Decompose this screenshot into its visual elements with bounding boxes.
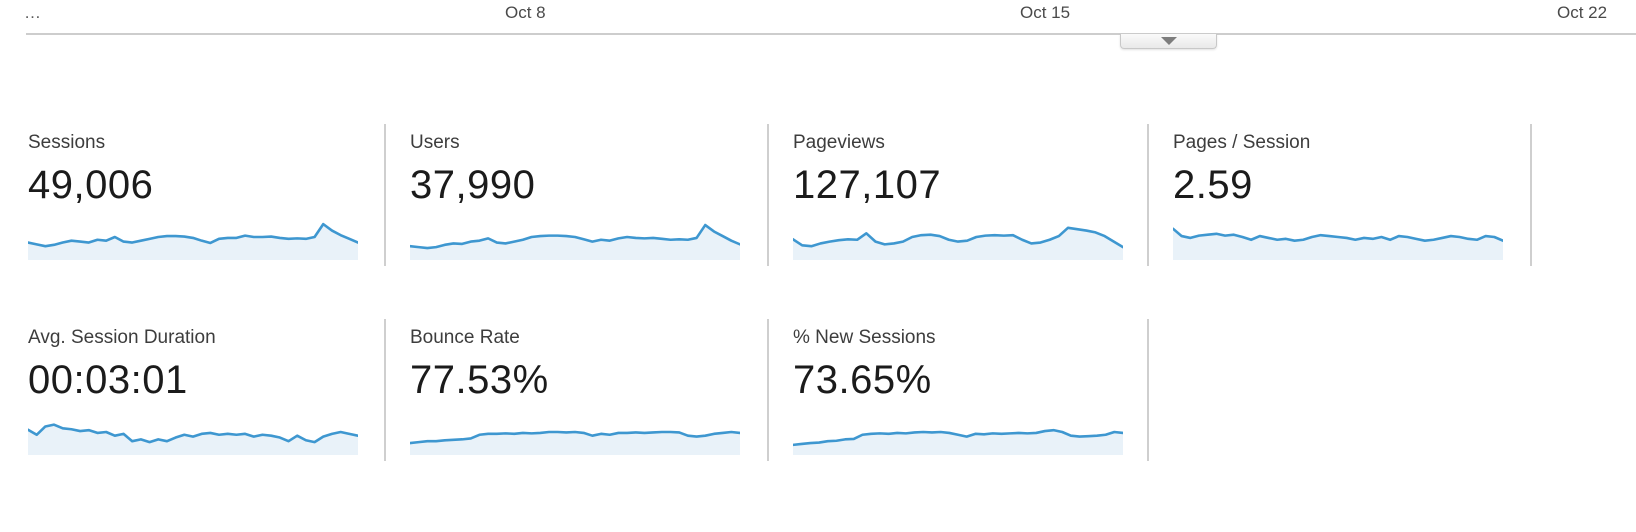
metric-value: 00:03:01 (28, 358, 188, 402)
metric-value: 37,990 (410, 163, 536, 207)
divider (384, 124, 386, 266)
divider (384, 319, 386, 461)
bounce-rate-sparkline (410, 409, 740, 455)
divider (1147, 124, 1149, 266)
sessions-sparkline (28, 214, 358, 260)
metric-value: 73.65% (793, 358, 932, 402)
percent-new-sessions-sparkline (793, 409, 1123, 455)
axis-label-oct-8: Oct 8 (505, 3, 546, 22)
metric-value: 2.59 (1173, 163, 1253, 207)
metric-label: Sessions (28, 132, 106, 153)
axis-label-oct-15: Oct 15 (1020, 3, 1071, 22)
metric-card-sessions[interactable]: Sessions 49,006 (28, 130, 358, 260)
metric-label: Avg. Session Duration (28, 327, 216, 348)
divider (1147, 319, 1149, 461)
metric-label: Pages / Session (1173, 132, 1311, 153)
divider (767, 124, 769, 266)
metric-value: 49,006 (28, 163, 154, 207)
timeline-axis-rule (26, 33, 1636, 35)
metric-card-pageviews[interactable]: Pageviews 127,107 (793, 130, 1123, 260)
pages-per-session-sparkline (1173, 214, 1503, 260)
divider (1530, 124, 1532, 266)
axis-label-oct-22: Oct 22 (1557, 3, 1608, 22)
metric-card-pages-per-session[interactable]: Pages / Session 2.59 (1173, 130, 1503, 260)
metric-card-users[interactable]: Users 37,990 (410, 130, 740, 260)
chevron-down-icon (1160, 37, 1177, 45)
collapse-chart-button[interactable] (1120, 34, 1217, 49)
metric-label: Pageviews (793, 132, 885, 153)
metric-card-avg-session-duration[interactable]: Avg. Session Duration 00:03:01 (28, 325, 358, 455)
users-sparkline (410, 214, 740, 260)
metric-card-percent-new-sessions[interactable]: % New Sessions 73.65% (793, 325, 1123, 455)
avg-session-duration-sparkline (28, 409, 358, 455)
metric-value: 77.53% (410, 358, 549, 402)
metric-label: Users (410, 132, 460, 153)
metric-label: % New Sessions (793, 327, 936, 348)
metric-value: 127,107 (793, 163, 942, 207)
pageviews-sparkline (793, 214, 1123, 260)
divider (767, 319, 769, 461)
axis-label-truncated: … (24, 3, 41, 22)
metric-card-bounce-rate[interactable]: Bounce Rate 77.53% (410, 325, 740, 455)
metric-label: Bounce Rate (410, 327, 520, 348)
